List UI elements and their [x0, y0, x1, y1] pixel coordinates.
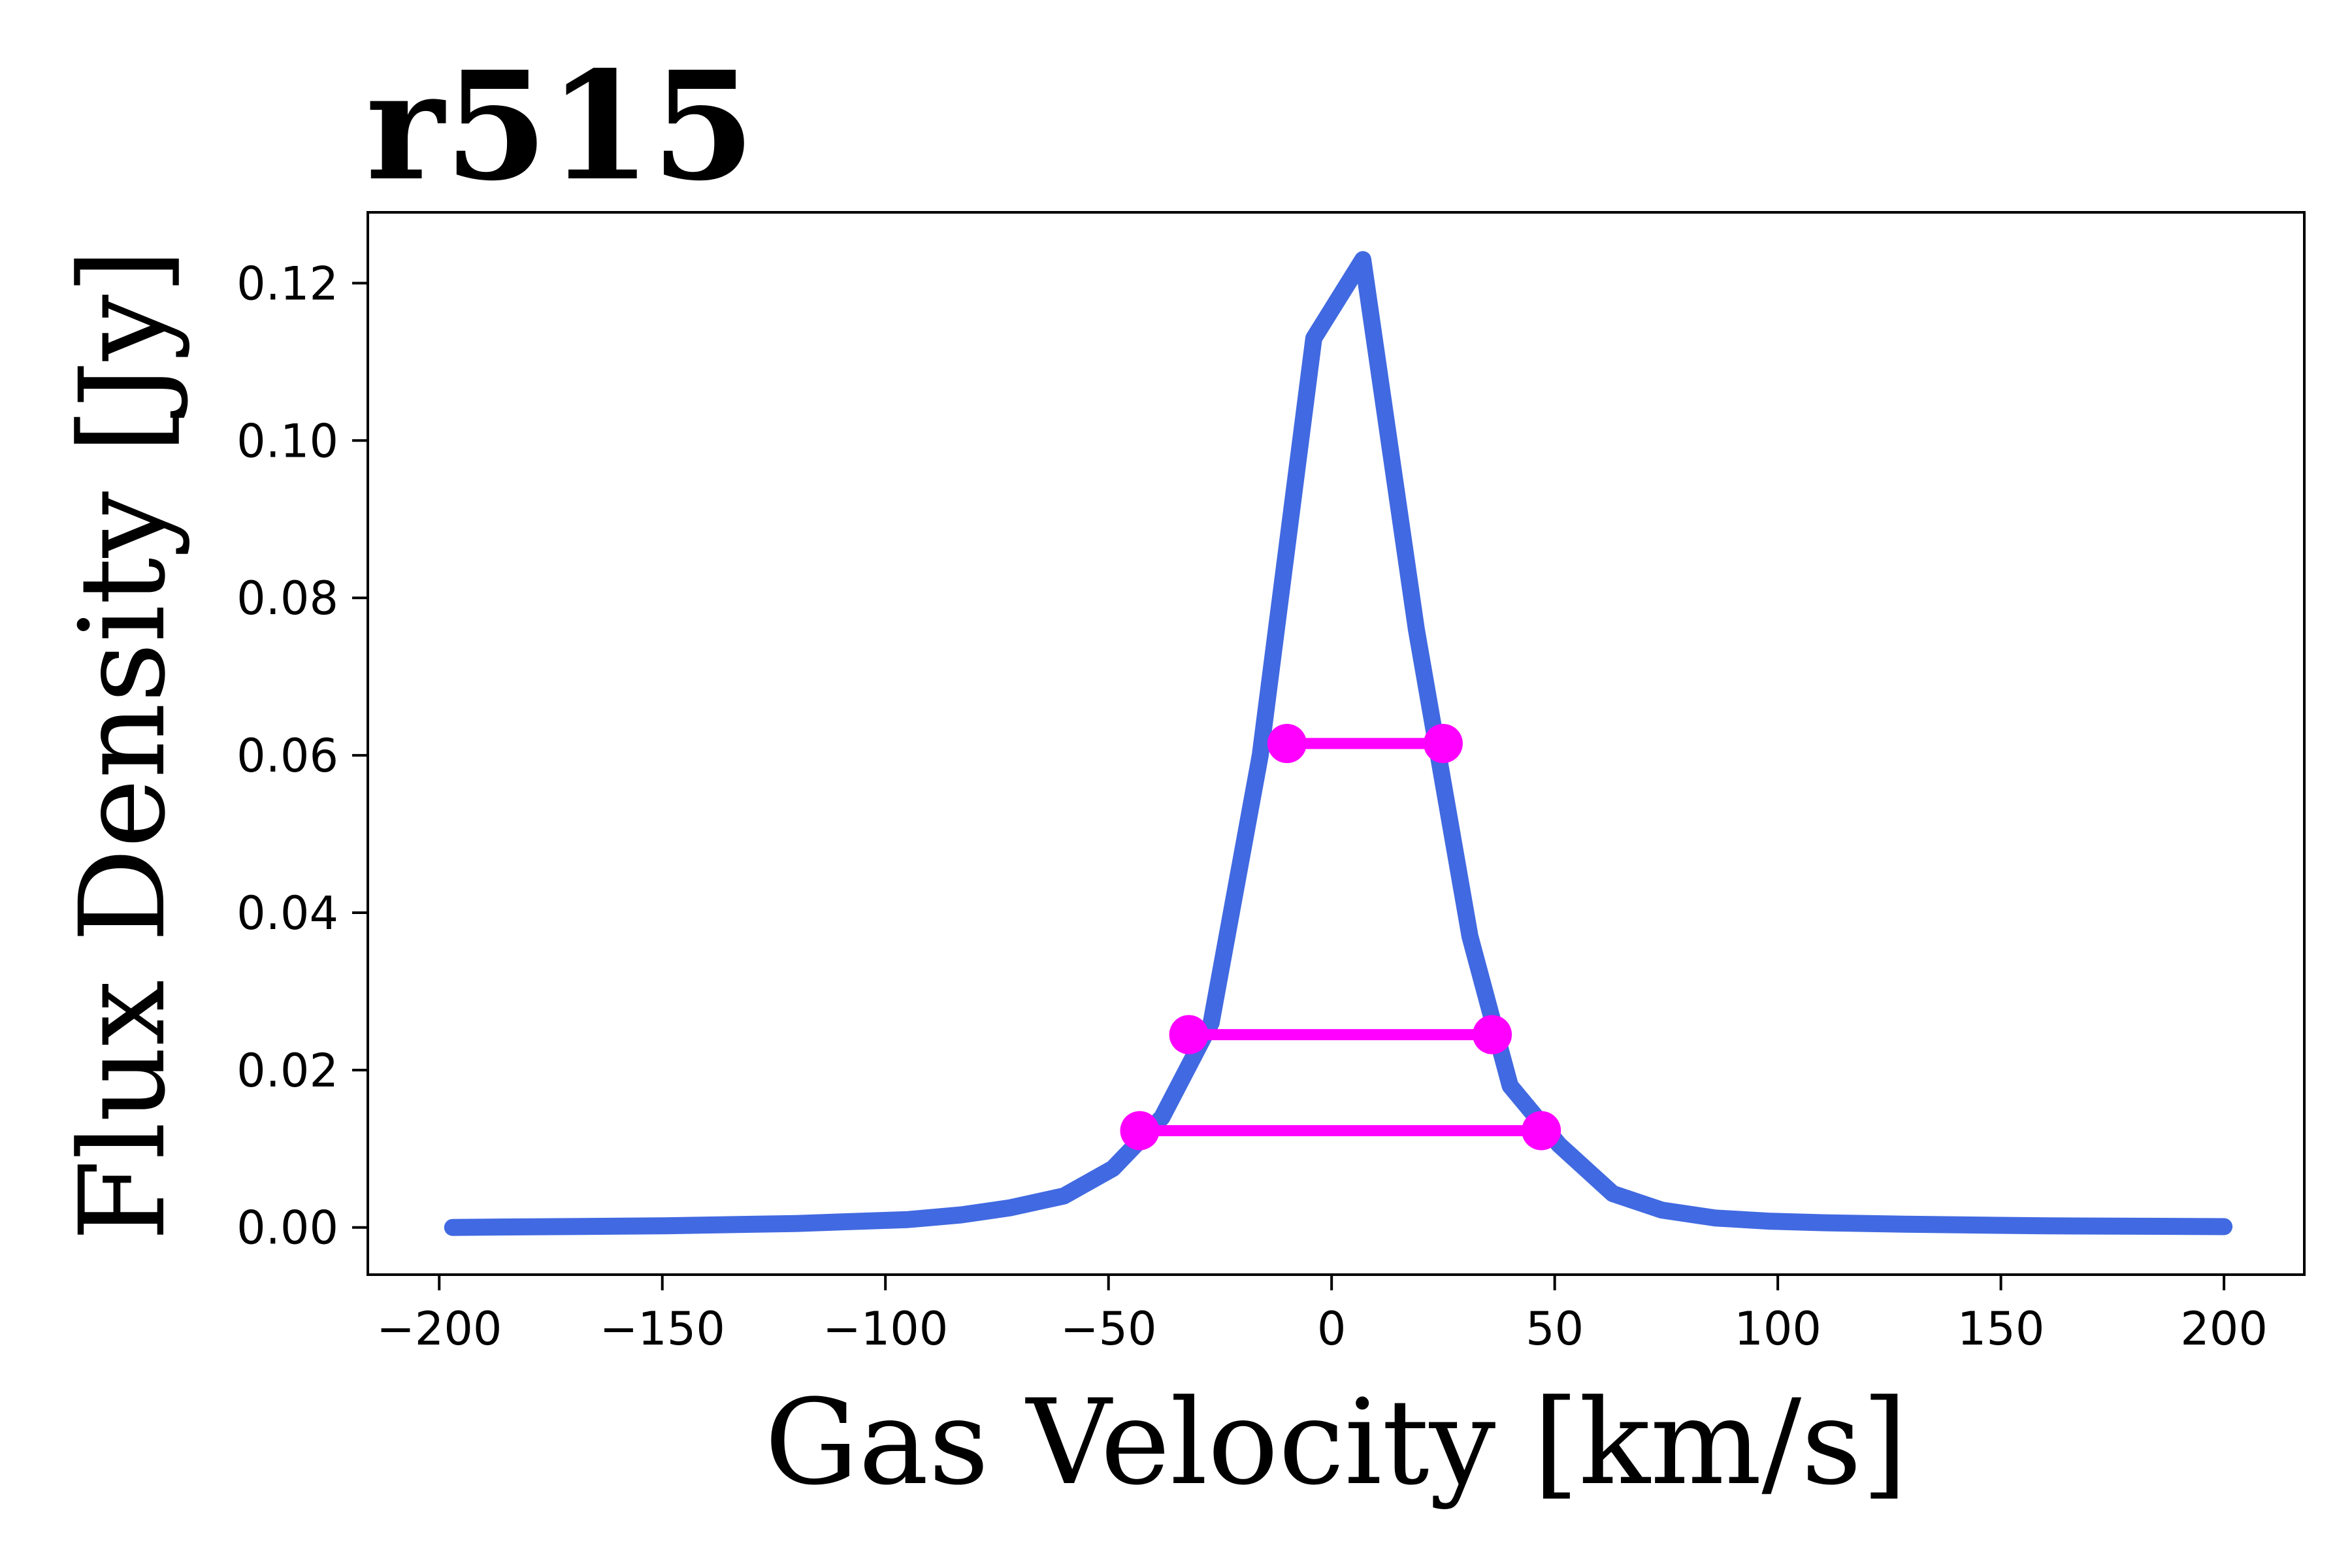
- x-tick-label: 100: [1734, 1302, 1821, 1356]
- x-tick-label: −200: [376, 1302, 502, 1356]
- x-tick-label: −100: [823, 1302, 948, 1356]
- width-marker-right-1: [1473, 1015, 1512, 1054]
- x-axis-ticks: −200 −150 −100 −50 0 50 100 150 200: [376, 1275, 2268, 1356]
- axes-frame: [367, 211, 2306, 1276]
- y-axis-ticks: 0.00 0.02 0.04 0.06 0.08 0.10 0.12: [237, 257, 368, 1255]
- y-tick-label: 0.06: [237, 729, 338, 783]
- width-marker-left-2: [1120, 1111, 1160, 1151]
- width-marker-left-0: [1267, 724, 1307, 763]
- plot-area: [367, 211, 2306, 1276]
- y-tick-label: 0.08: [237, 572, 338, 625]
- x-axis-label: Gas Velocity [km/s]: [764, 1375, 1907, 1511]
- x-tick-label: −50: [1060, 1302, 1157, 1356]
- y-tick-label: 0.12: [237, 257, 338, 310]
- x-tick-label: 150: [1957, 1302, 2045, 1356]
- y-tick-label: 0.10: [237, 414, 338, 468]
- x-tick-label: −150: [600, 1302, 725, 1356]
- width-marker-right-2: [1522, 1111, 1561, 1151]
- width-marker-right-0: [1423, 724, 1463, 763]
- y-tick-label: 0.04: [237, 887, 338, 940]
- series-line-0: [444, 251, 2233, 1236]
- width-marker-left-1: [1169, 1015, 1209, 1054]
- y-tick-label: 0.00: [237, 1201, 338, 1255]
- x-tick-label: 200: [2180, 1302, 2268, 1356]
- y-axis-label: Flux Density [Jy]: [55, 248, 191, 1241]
- x-tick-label: 0: [1317, 1302, 1347, 1356]
- x-tick-label: 50: [1526, 1302, 1584, 1356]
- chart-title: r515: [366, 39, 755, 214]
- y-tick-label: 0.02: [237, 1044, 338, 1098]
